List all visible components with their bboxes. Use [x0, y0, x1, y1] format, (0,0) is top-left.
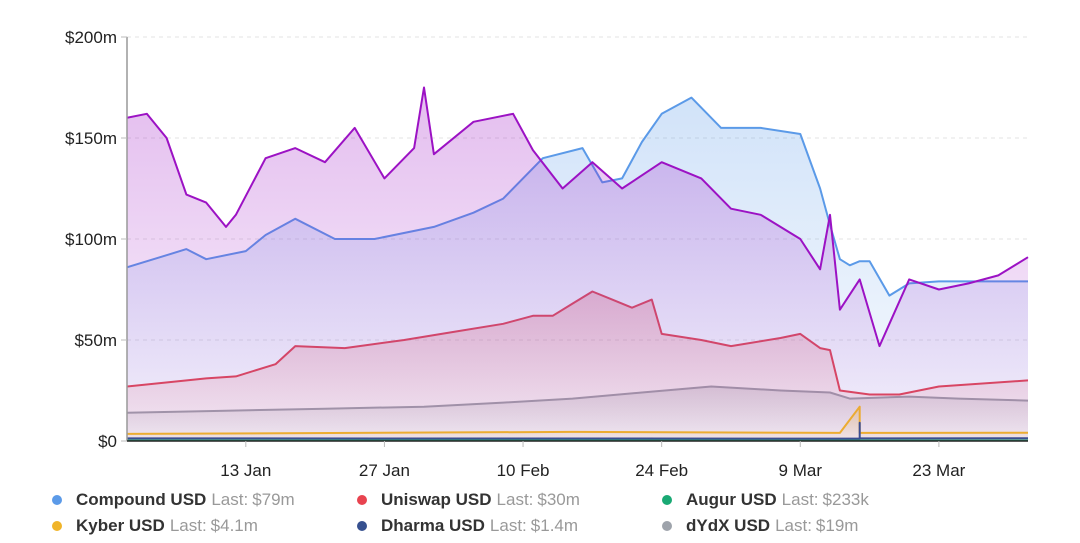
- legend-last-value: $233k: [822, 490, 869, 509]
- legend-last-value: $19m: [815, 516, 859, 535]
- series-area: [127, 87, 1028, 441]
- legend-dot-uniswap: [357, 495, 367, 505]
- legend-last-label: Last:: [781, 490, 819, 509]
- legend-last-value: $4.1m: [210, 516, 258, 535]
- x-tick-label: 10 Feb: [497, 461, 550, 480]
- legend-last-label: Last:: [489, 516, 527, 535]
- legend-item-kyber[interactable]: Kyber USD Last: $4.1m: [52, 516, 357, 536]
- legend-name: dYdX USD: [686, 516, 771, 535]
- x-tick-label: 9 Mar: [779, 461, 823, 480]
- legend-last-label: Last:: [169, 516, 207, 535]
- x-tick-label: 13 Jan: [220, 461, 271, 480]
- legend-last-label: Last:: [496, 490, 534, 509]
- x-tick-label: 27 Jan: [359, 461, 410, 480]
- legend-item-dydx[interactable]: dYdX USD Last: $19m: [662, 516, 992, 536]
- y-tick-label: $0: [98, 432, 117, 451]
- x-axis-ticks: 13 Jan 27 Jan 10 Feb 24 Feb 9 Mar 23 Mar: [220, 441, 966, 480]
- y-axis-ticks: $0 $50m $100m $150m $200m: [65, 28, 127, 451]
- legend-name: Dharma USD: [381, 516, 485, 535]
- legend-last-value: $79m: [252, 490, 295, 509]
- legend-last-label: Last:: [211, 490, 249, 509]
- legend-item-augur[interactable]: Augur USD Last: $233k: [662, 490, 992, 510]
- legend-last-value: $30m: [537, 490, 580, 509]
- legend-dot-dydx: [662, 521, 672, 531]
- legend-dot-augur: [662, 495, 672, 505]
- legend-item-uniswap[interactable]: Uniswap USD Last: $30m: [357, 490, 662, 510]
- legend-dot-kyber: [52, 521, 62, 531]
- legend-name: Kyber USD: [76, 516, 165, 535]
- x-tick-label: 23 Mar: [912, 461, 965, 480]
- series-areas: [126, 86, 1029, 442]
- legend-item-compound[interactable]: Compound USD Last: $79m: [52, 490, 357, 510]
- legend-dot-dharma: [357, 521, 367, 531]
- series-line: [126, 86, 1029, 348]
- y-tick-label: $150m: [65, 129, 117, 148]
- legend-last-value: $1.4m: [530, 516, 579, 535]
- legend-name: Augur USD: [686, 490, 777, 509]
- legend-name: Compound USD: [76, 490, 207, 509]
- legend-item-dharma[interactable]: Dharma USD Last: $1.4m: [357, 516, 662, 536]
- legend: Compound USD Last: $79m Uniswap USD Last…: [52, 490, 1052, 536]
- chart-svg: $0 $50m $100m $150m $200m 13 Jan 27 Jan 10 Feb…: [65, 28, 1029, 480]
- legend-dot-compound: [52, 495, 62, 505]
- y-tick-label: $200m: [65, 28, 117, 47]
- y-tick-label: $50m: [74, 331, 117, 350]
- x-tick-label: 24 Feb: [635, 461, 688, 480]
- legend-last-label: Last:: [775, 516, 812, 535]
- legend-name: Uniswap USD: [381, 490, 492, 509]
- y-tick-label: $100m: [65, 230, 117, 249]
